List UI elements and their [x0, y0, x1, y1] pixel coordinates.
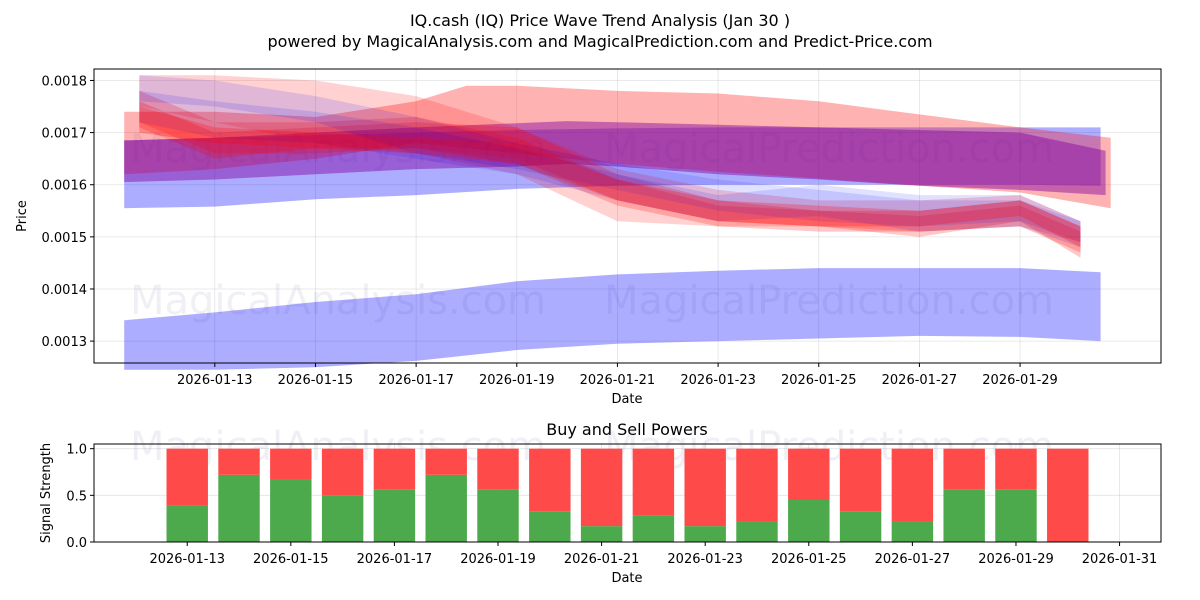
signal-panel: Buy and Sell Powers MagicalAnalysis.com M…: [39, 420, 1162, 586]
signal-bars: [166, 448, 1089, 542]
signal-y-label: Signal Strength: [39, 443, 54, 543]
band-purple-band: [124, 121, 1106, 196]
price-y-label: Price: [15, 200, 30, 232]
band-red-wave-3: [139, 101, 1081, 258]
sell-bar: [943, 448, 985, 490]
price-x-label: Date: [611, 392, 642, 407]
signal-x-tick-label: 2026-01-15: [253, 552, 329, 567]
signal-y-tick-label: 0.5: [66, 489, 87, 504]
watermark-text: MagicalAnalysis.com: [130, 278, 546, 324]
watermark-text: MagicalPrediction.com: [604, 126, 1054, 172]
signal-y-ticks: 0.0 0.5 1.0: [66, 443, 94, 551]
buy-bar: [943, 489, 985, 542]
price-x-tick-label: 2026-01-29: [982, 373, 1058, 388]
buy-bar: [166, 505, 208, 542]
sell-bar: [1047, 448, 1089, 542]
buy-bar: [891, 521, 934, 542]
sell-bar: [839, 448, 882, 512]
buy-bar: [995, 489, 1037, 542]
signal-x-tick-label: 2026-01-27: [875, 552, 951, 567]
sell-bar: [477, 448, 519, 490]
signal-x-ticks: 2026-01-13 2026-01-15 2026-01-17 2026-01-19…: [149, 542, 1157, 567]
buy-bar: [529, 511, 571, 542]
price-grid: [94, 69, 1161, 363]
price-y-tick-label: 0.0015: [42, 231, 88, 246]
band-red-wave-1: [139, 75, 1081, 243]
price-x-tick-label: 2026-01-17: [378, 373, 454, 388]
signal-x-tick-label: 2026-01-13: [149, 552, 225, 567]
figure-subtitle: powered by MagicalAnalysis.com and Magic…: [267, 32, 932, 51]
sell-bar: [373, 448, 416, 490]
buy-bar: [632, 515, 675, 542]
sell-bar: [632, 448, 675, 516]
price-bands: [124, 75, 1111, 370]
band-blue-low-band: [124, 268, 1101, 370]
watermark-text: MagicalPrediction.com: [604, 278, 1054, 324]
price-x-tick-label: 2026-01-13: [177, 373, 253, 388]
price-x-tick-label: 2026-01-19: [479, 373, 555, 388]
sell-bar: [166, 448, 208, 506]
buy-bar: [477, 489, 519, 542]
price-y-tick-label: 0.0016: [42, 179, 88, 194]
band-red-wave-4: [139, 106, 1081, 248]
buy-bar: [736, 521, 778, 542]
buy-bar: [270, 479, 312, 542]
price-y-tick-label: 0.0013: [42, 335, 88, 350]
band-red-wide-band: [124, 85, 1111, 209]
figure-title: IQ.cash (IQ) Price Wave Trend Analysis (…: [410, 11, 790, 30]
price-y-ticks: 0.0013 0.0014 0.0015 0.0016 0.0017 0.0018: [42, 74, 94, 350]
price-x-tick-label: 2026-01-15: [278, 373, 354, 388]
signal-x-tick-label: 2026-01-29: [978, 552, 1054, 567]
signal-x-tick-label: 2026-01-25: [771, 552, 847, 567]
buy-bar: [839, 511, 882, 542]
buy-bar: [218, 474, 260, 542]
price-x-ticks: 2026-01-13 2026-01-15 2026-01-17 2026-01-19…: [177, 363, 1058, 388]
signal-y-tick-label: 1.0: [66, 443, 87, 458]
signal-x-tick-label: 2026-01-21: [564, 552, 640, 567]
price-x-tick-label: 2026-01-21: [580, 373, 656, 388]
sell-bar: [684, 448, 726, 527]
signal-title: Buy and Sell Powers: [546, 420, 708, 439]
price-x-tick-label: 2026-01-23: [680, 373, 756, 388]
price-x-tick-label: 2026-01-25: [781, 373, 857, 388]
price-axes-frame: [93, 68, 1162, 364]
price-watermarks: MagicalAnalysis.com MagicalPrediction.com…: [130, 126, 1054, 324]
sell-bar: [891, 448, 934, 522]
watermark-text: MagicalAnalysis.com: [130, 126, 546, 172]
price-y-tick-label: 0.0018: [42, 74, 88, 89]
price-x-tick-label: 2026-01-27: [882, 373, 958, 388]
band-blue-wave-2: [139, 90, 1081, 248]
band-red-wave-2: [139, 90, 1081, 253]
signal-x-tick-label: 2026-01-31: [1082, 552, 1158, 567]
signal-y-tick-label: 0.0: [66, 536, 87, 551]
sell-bar: [321, 448, 364, 496]
sell-bar: [788, 448, 830, 500]
buy-bar: [425, 474, 467, 542]
sell-bar: [736, 448, 778, 522]
sell-bar: [995, 448, 1037, 490]
sell-bar: [270, 448, 312, 480]
sell-bar: [529, 448, 571, 512]
price-y-tick-label: 0.0014: [42, 283, 88, 298]
buy-bar: [321, 495, 364, 542]
signal-axes-frame: [93, 443, 1162, 543]
price-panel: MagicalAnalysis.com MagicalPrediction.com…: [15, 68, 1162, 407]
buy-bar: [580, 526, 623, 542]
sell-bar: [425, 448, 467, 475]
band-blue-mid-band: [124, 127, 1101, 209]
price-y-tick-label: 0.0017: [42, 127, 88, 142]
buy-bar: [788, 500, 830, 542]
signal-x-tick-label: 2026-01-23: [667, 552, 743, 567]
buy-bar: [373, 489, 416, 542]
signal-x-tick-label: 2026-01-19: [460, 552, 536, 567]
signal-x-tick-label: 2026-01-17: [357, 552, 433, 567]
band-blue-wave-1: [139, 75, 1081, 243]
sell-bar: [218, 448, 260, 475]
signal-x-label: Date: [611, 571, 642, 586]
sell-bar: [580, 448, 623, 527]
buy-bar: [684, 526, 726, 542]
